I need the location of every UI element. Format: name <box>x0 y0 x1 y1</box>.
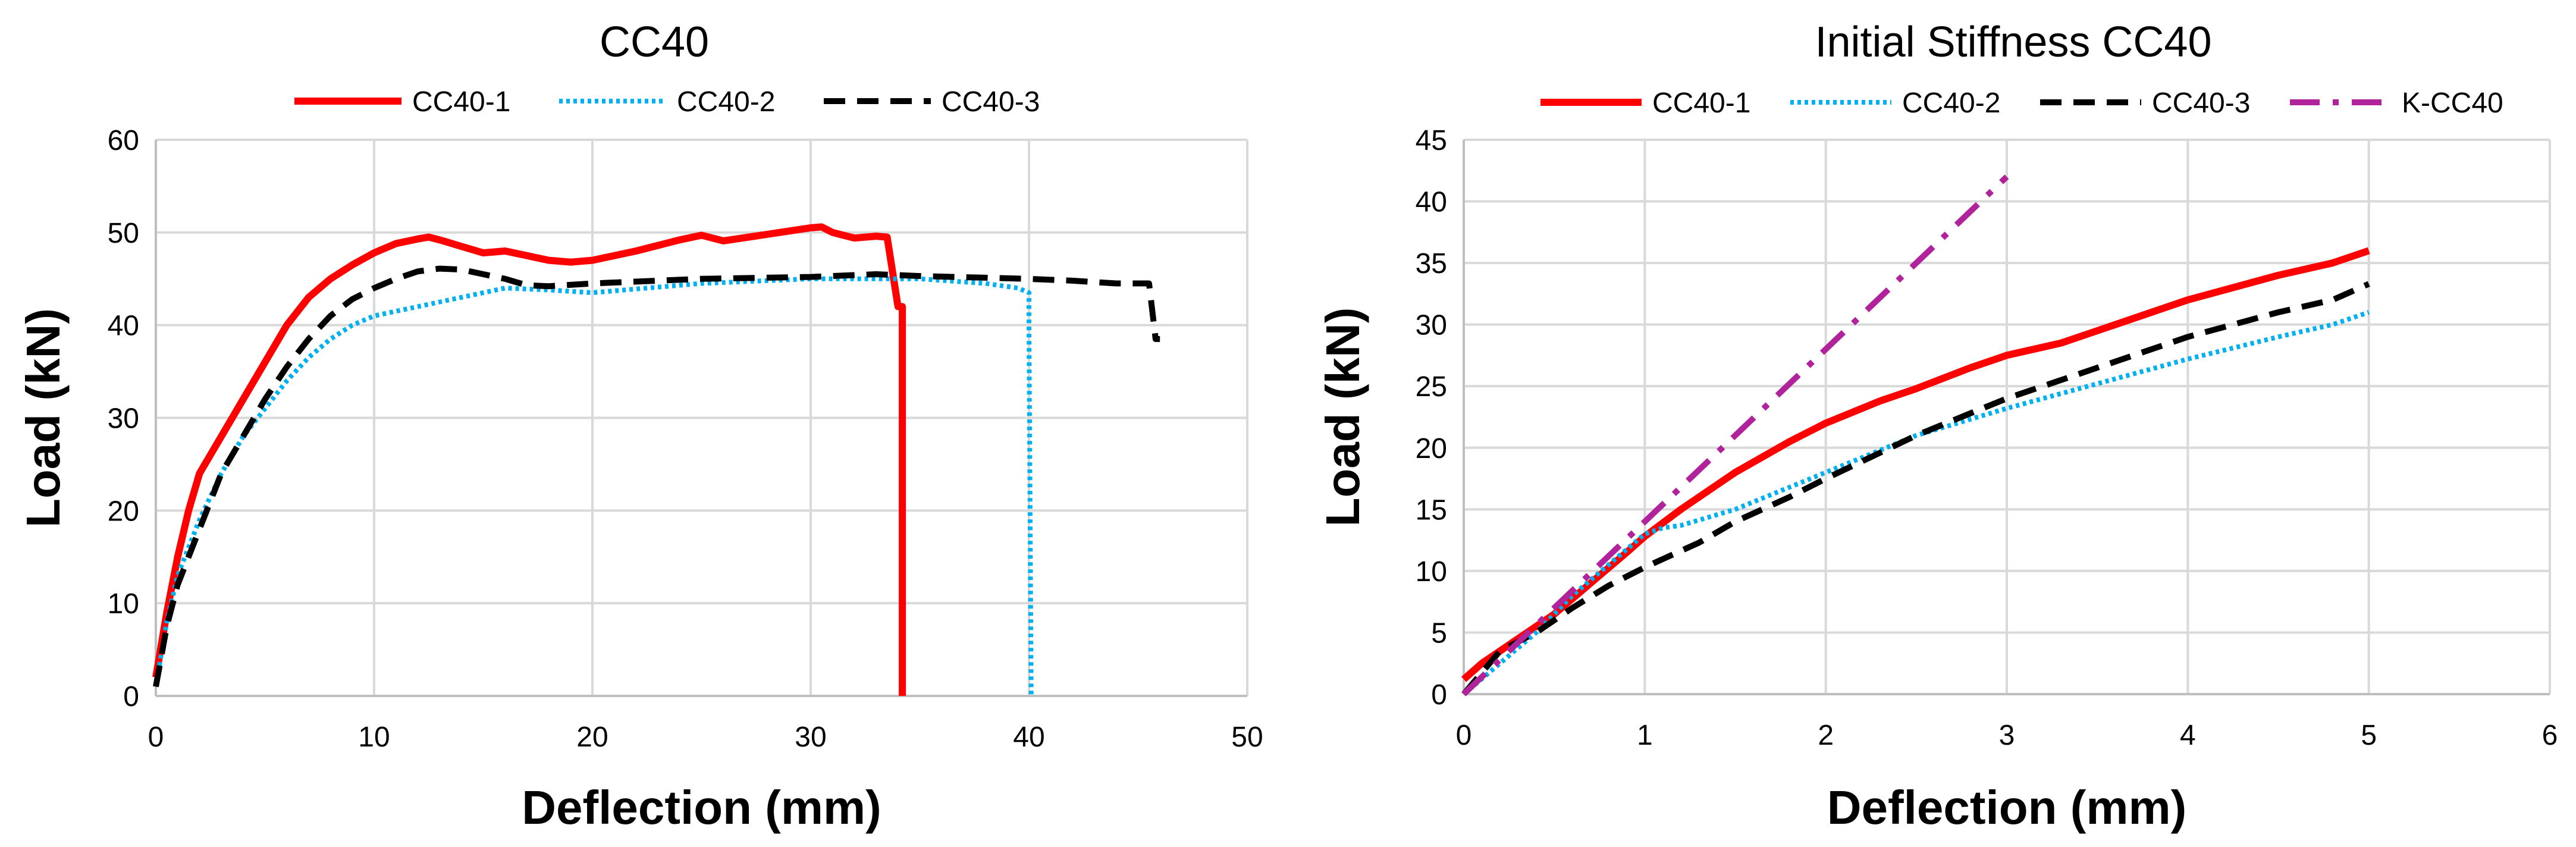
chart2-ytick-25: 25 <box>1416 371 1447 403</box>
chart1-series-cc40-3-line <box>153 265 1160 688</box>
chart2-series-cc40-1-line <box>1461 247 2370 682</box>
chart2-legend-label-cc40-2: CC40-2 <box>1902 87 2000 119</box>
chart2-ytick-20: 20 <box>1416 433 1447 465</box>
chart1-xtick-20: 20 <box>576 721 608 753</box>
chart1-ytick-40: 40 <box>108 310 139 342</box>
chart2-legend-label-cc40-3: CC40-3 <box>2152 87 2250 119</box>
chart2-title: Initial Stiffness CC40 <box>1815 18 2212 66</box>
chart1-ytick-30: 30 <box>108 403 139 435</box>
chart2-ytick-15: 15 <box>1416 494 1447 526</box>
chart2-ytick-10: 10 <box>1416 556 1447 588</box>
chart1-ytick-50: 50 <box>108 218 139 249</box>
chart2-ytick-45: 45 <box>1416 125 1447 156</box>
chart2-series-cc40-3-line <box>1461 281 2370 697</box>
chart2-xtick-1: 1 <box>1637 720 1653 751</box>
chart2-legend-label-cc40-1: CC40-1 <box>1652 87 1750 119</box>
chart2-xtick-3: 3 <box>1999 720 2015 751</box>
chart1-legend-label-cc40-2: CC40-2 <box>677 86 775 118</box>
chart2-xtick-5: 5 <box>2361 720 2377 751</box>
chart2-ytick-5: 5 <box>1431 617 1447 649</box>
chart1-series-cc40-1-line <box>152 223 906 696</box>
chart2-legend-label-k-cc40: K-CC40 <box>2402 87 2503 119</box>
chart2-x-axis-title: Deflection (mm) <box>1827 781 2187 834</box>
chart1-xtick-30: 30 <box>795 721 826 753</box>
chart1-series-cc40-2-line <box>153 276 1034 697</box>
chart1-xtick-40: 40 <box>1013 721 1044 753</box>
chart1-ytick-60: 60 <box>108 125 139 156</box>
chart1-xtick-0: 0 <box>148 721 164 753</box>
chart1-title: CC40 <box>600 18 709 66</box>
chart2-series-cc40-2-line <box>1462 310 2370 697</box>
chart1-xtick-50: 50 <box>1231 721 1263 753</box>
chart1-legend-label-cc40-1: CC40-1 <box>412 86 510 118</box>
chart1-ytick-0: 0 <box>123 681 139 713</box>
chart2-ytick-0: 0 <box>1431 679 1447 711</box>
chart2-xtick-2: 2 <box>1818 720 1834 751</box>
chart1-ytick-10: 10 <box>108 588 139 620</box>
chart2-y-axis-title: Load (kN) <box>1316 308 1369 527</box>
chart2-ytick-35: 35 <box>1416 248 1447 280</box>
chart1-xtick-10: 10 <box>358 721 390 753</box>
chart1-ytick-20: 20 <box>108 495 139 527</box>
chart2-xtick-0: 0 <box>1456 720 1472 751</box>
chart2-ytick-40: 40 <box>1416 187 1447 218</box>
chart2-ytick-30: 30 <box>1416 310 1447 341</box>
chart1-y-axis-title: Load (kN) <box>17 308 70 528</box>
chart2-xtick-4: 4 <box>2180 720 2196 751</box>
chart2-series-k-cc40-line <box>1461 174 2009 697</box>
chart1-legend-label-cc40-3: CC40-3 <box>942 86 1040 118</box>
chart2-xtick-6: 6 <box>2542 720 2558 751</box>
chart1-x-axis-title: Deflection (mm) <box>522 781 881 834</box>
